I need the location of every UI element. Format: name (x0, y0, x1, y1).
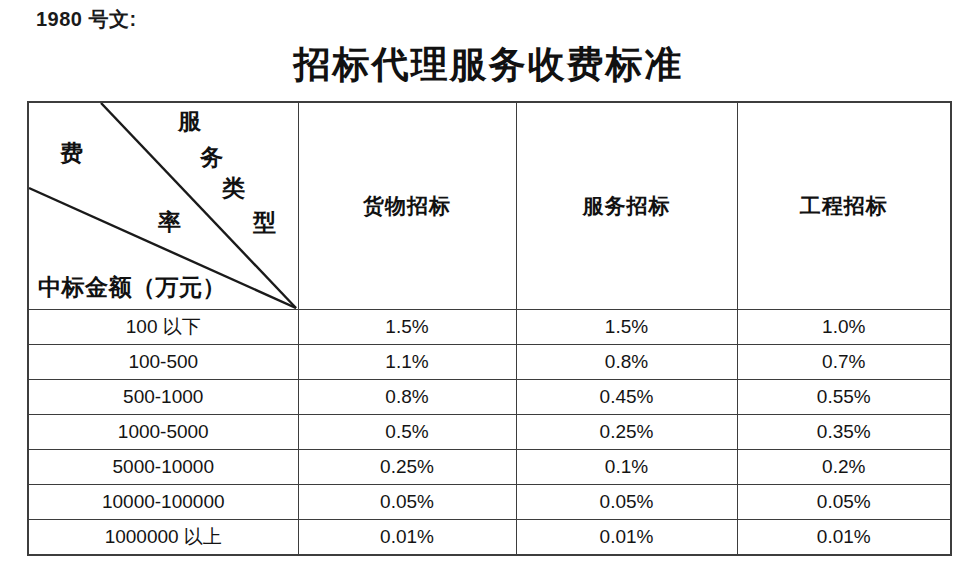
amount-range-cell: 1000000 以上 (28, 520, 298, 555)
corner-axis-fee-char-2: 率 (158, 210, 181, 233)
column-header-service-bidding: 服务招标 (516, 102, 737, 310)
rate-cell: 0.45% (516, 380, 737, 415)
amount-range-cell: 1000-5000 (28, 415, 298, 450)
column-header-goods-bidding: 货物招标 (298, 102, 516, 310)
corner-axis-service-char-2: 务 (200, 145, 223, 168)
rate-cell: 1.0% (737, 310, 951, 345)
rate-cell: 0.2% (737, 450, 951, 485)
table-row: 100 以下 1.5% 1.5% 1.0% (28, 310, 951, 345)
corner-axis-fee-char-1: 费 (60, 141, 83, 164)
rate-cell: 0.55% (737, 380, 951, 415)
rate-cell: 0.8% (516, 345, 737, 380)
corner-axis-service-char-3: 类 (222, 176, 245, 199)
column-header-works-bidding: 工程招标 (737, 102, 951, 310)
corner-axis-service-char-1: 服 (178, 109, 201, 132)
fee-table: 费 率 服 务 类 型 中标金额（万元） 货物招标 服务招标 工程招标 100 … (27, 101, 952, 556)
rate-cell: 0.05% (516, 485, 737, 520)
rate-cell: 1.5% (298, 310, 516, 345)
rate-cell: 0.25% (298, 450, 516, 485)
corner-amount-axis-label: 中标金额（万元） (38, 274, 226, 299)
table-row: 10000-100000 0.05% 0.05% 0.05% (28, 485, 951, 520)
amount-range-cell: 100-500 (28, 345, 298, 380)
diagonal-header-cell: 费 率 服 务 类 型 中标金额（万元） (28, 102, 298, 310)
table-row: 1000-5000 0.5% 0.25% 0.35% (28, 415, 951, 450)
rate-cell: 0.1% (516, 450, 737, 485)
table-row: 1000000 以上 0.01% 0.01% 0.01% (28, 520, 951, 555)
table-header-row: 费 率 服 务 类 型 中标金额（万元） 货物招标 服务招标 工程招标 (28, 102, 951, 310)
page-title: 招标代理服务收费标准 (27, 40, 950, 90)
rate-cell: 1.1% (298, 345, 516, 380)
amount-range-cell: 5000-10000 (28, 450, 298, 485)
rate-cell: 0.5% (298, 415, 516, 450)
table-row: 5000-10000 0.25% 0.1% 0.2% (28, 450, 951, 485)
table-row: 100-500 1.1% 0.8% 0.7% (28, 345, 951, 380)
amount-range-cell: 500-1000 (28, 380, 298, 415)
corner-axis-service-char-4: 型 (253, 210, 276, 233)
rate-cell: 0.01% (298, 520, 516, 555)
amount-range-cell: 10000-100000 (28, 485, 298, 520)
document-number-label: 1980 号文: (36, 6, 137, 33)
rate-cell: 0.35% (737, 415, 951, 450)
rate-cell: 0.25% (516, 415, 737, 450)
rate-cell: 0.7% (737, 345, 951, 380)
rate-cell: 0.01% (737, 520, 951, 555)
diagonal-header-inner: 费 率 服 务 类 型 中标金额（万元） (29, 103, 297, 309)
amount-range-cell: 100 以下 (28, 310, 298, 345)
rate-cell: 1.5% (516, 310, 737, 345)
rate-cell: 0.01% (516, 520, 737, 555)
document-page: 1980 号文: 招标代理服务收费标准 费 率 服 务 类 (0, 0, 976, 581)
rate-cell: 0.05% (737, 485, 951, 520)
rate-cell: 0.05% (298, 485, 516, 520)
table-row: 500-1000 0.8% 0.45% 0.55% (28, 380, 951, 415)
rate-cell: 0.8% (298, 380, 516, 415)
